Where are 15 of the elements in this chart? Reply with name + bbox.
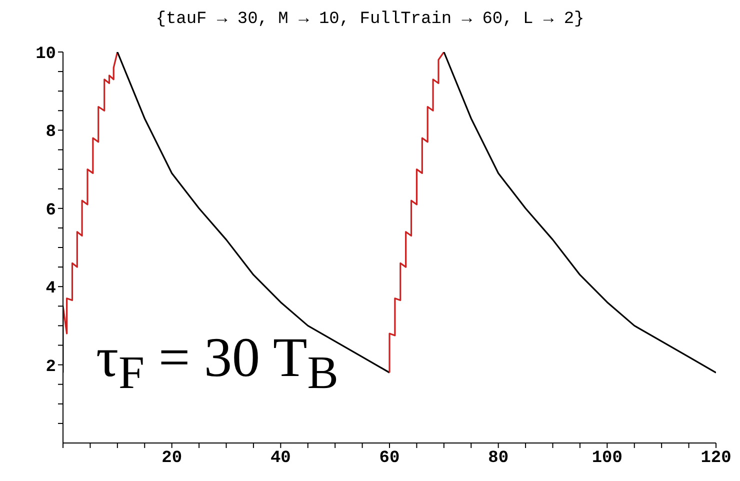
x-tick-label: 60 (379, 449, 400, 468)
y-tick-label: 4 (46, 280, 56, 299)
y-tick-label: 8 (46, 123, 56, 142)
y-tick-label: 10 (36, 45, 56, 64)
x-tick-label: 20 (162, 449, 182, 468)
x-tick-label: 40 (270, 449, 291, 468)
x-tick-label: 80 (488, 449, 509, 468)
y-tick-label: 2 (46, 358, 56, 377)
line-series (388, 52, 445, 374)
x-tick-label: 120 (700, 449, 732, 468)
line-series (443, 52, 716, 374)
x-tick-label: 100 (592, 449, 622, 468)
chart-title: {tauF → 30, M → 10, FullTrain → 60, L → 2} (154, 9, 586, 31)
y-tick-label: 6 (46, 201, 56, 220)
annotation: τ$_{F}$ = 30 T$_{B}$ (96, 326, 338, 402)
